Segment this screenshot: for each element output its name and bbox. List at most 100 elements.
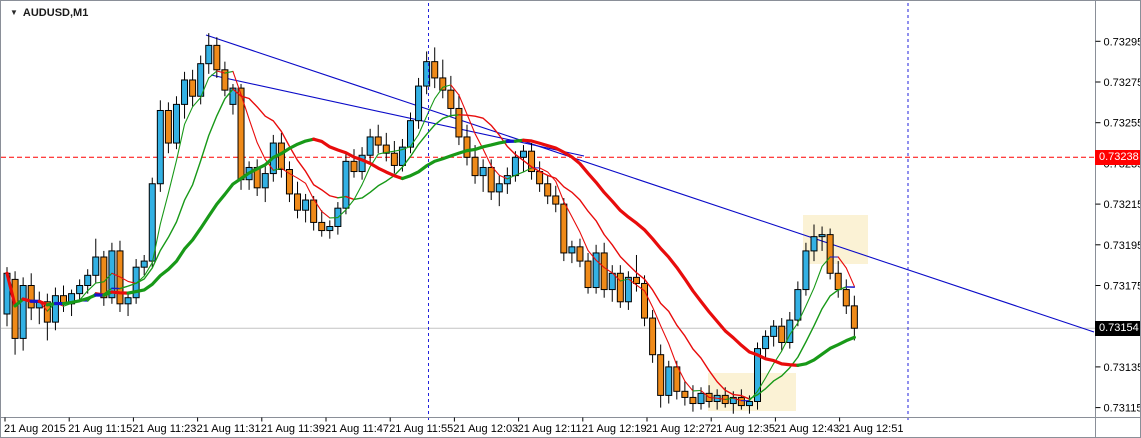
- trendline-2[interactable]: [210, 74, 585, 157]
- ma-10-segment: [232, 88, 339, 199]
- candle: [253, 159, 261, 196]
- candle: [649, 309, 657, 363]
- candle: [35, 291, 43, 325]
- candle-body-bull: [366, 136, 374, 156]
- candle-body-bull: [503, 175, 511, 185]
- candle: [479, 159, 487, 192]
- time-axis-label: 21 Aug 12:43: [774, 423, 839, 435]
- candle-body-bear: [318, 221, 326, 232]
- candle: [802, 242, 810, 296]
- candle-body-bull: [124, 297, 132, 305]
- candle-body-bear: [576, 246, 584, 262]
- candle: [334, 202, 342, 235]
- candle: [544, 175, 552, 205]
- candle: [423, 51, 431, 95]
- candle: [285, 161, 293, 203]
- candle-body-bull: [729, 396, 737, 405]
- candle: [124, 291, 132, 317]
- plot-area[interactable]: [1, 33, 1096, 414]
- candle: [140, 254, 148, 276]
- ma-5-segment: [329, 84, 452, 219]
- candle: [181, 71, 189, 119]
- candle: [850, 295, 858, 341]
- time-axis-label: 21 Aug 12:11: [518, 423, 582, 435]
- price-axis-label: 0.73255: [1104, 118, 1141, 130]
- candle: [616, 265, 624, 308]
- candle: [737, 389, 745, 410]
- bid-price-label: 0.73154: [1095, 321, 1140, 336]
- candle: [778, 318, 786, 351]
- ma-10-segment: [353, 114, 460, 201]
- time-axis-label: 21 Aug 11:55: [389, 423, 453, 435]
- candle-body-bull: [181, 79, 189, 105]
- candle-body-bear: [850, 305, 858, 329]
- candle: [762, 330, 770, 359]
- price-axis[interactable]: 0.732950.732750.732550.732350.732150.731…: [1095, 36, 1141, 415]
- candle: [92, 238, 100, 284]
- ma-10-segment: [119, 88, 234, 290]
- candle-body-bull: [407, 120, 414, 148]
- candle-body-bear: [213, 44, 221, 71]
- candle-body-bear: [455, 107, 463, 138]
- ma-21-segment: [126, 137, 316, 295]
- ma-21-segment: [110, 290, 130, 295]
- candle-body-bull: [624, 276, 632, 303]
- candle: [51, 287, 59, 331]
- ma-21-segment: [61, 293, 98, 306]
- ma-10-segment: [345, 195, 355, 201]
- trendline-1[interactable]: [205, 34, 1095, 333]
- price-axis-label: 0.73135: [1104, 362, 1141, 374]
- candle: [302, 193, 310, 223]
- candle: [205, 33, 213, 74]
- ma-5-segment: [135, 70, 218, 285]
- ma-21-segment: [796, 335, 856, 367]
- candle-body-bear: [11, 278, 19, 339]
- candle-body-bull: [302, 199, 310, 211]
- candle: [503, 167, 511, 194]
- time-axis[interactable]: 21 Aug 2015 21 Aug 11:15 21 Aug 11:23 21 Au…: [4, 417, 904, 436]
- ma-5-segment: [724, 397, 734, 401]
- ma-5-segment: [748, 256, 831, 402]
- candle-body-bull: [818, 234, 826, 238]
- candle-body-bull: [495, 183, 503, 193]
- time-axis-label: 21 Aug 11:23: [132, 423, 196, 435]
- candle-body-bear: [657, 354, 665, 396]
- ma-21-segment: [521, 138, 800, 367]
- ma-21-segment: [13, 297, 25, 308]
- candle-body-bear: [390, 152, 398, 166]
- symbol-timeframe-label: ▼ AUDUSD,M1: [10, 7, 88, 19]
- candle: [318, 210, 326, 237]
- candle: [415, 77, 423, 129]
- ma-5-segment: [450, 84, 508, 180]
- candle: [261, 165, 269, 203]
- candle-body-bull: [479, 166, 487, 177]
- candle: [826, 228, 834, 280]
- candle: [576, 238, 584, 268]
- ma-5-segment: [627, 278, 694, 392]
- candle-body-bull: [519, 150, 527, 158]
- candle: [358, 147, 366, 180]
- candle-body-bear: [778, 325, 786, 343]
- candle-body-bear: [681, 390, 689, 398]
- candle: [382, 132, 390, 162]
- candle: [568, 240, 576, 264]
- candle: [84, 269, 92, 294]
- candle-body-bear: [737, 396, 745, 407]
- candle-body-bear: [221, 69, 229, 91]
- candle: [818, 226, 826, 251]
- candle: [689, 385, 697, 412]
- candle-body-bull: [810, 236, 818, 252]
- ma-5-segment: [224, 70, 234, 74]
- candle: [794, 281, 802, 327]
- ma-5-segment: [700, 389, 726, 401]
- candle-body-bull: [423, 61, 431, 87]
- candle-body-bear: [689, 396, 697, 405]
- candle: [463, 124, 471, 166]
- candle: [681, 381, 689, 406]
- candle: [495, 175, 503, 207]
- time-axis-label: 21 Aug 12:51: [839, 423, 904, 435]
- alert-price-label: 0.73238: [1095, 150, 1140, 165]
- symbol-dropdown-icon: ▼: [10, 7, 18, 17]
